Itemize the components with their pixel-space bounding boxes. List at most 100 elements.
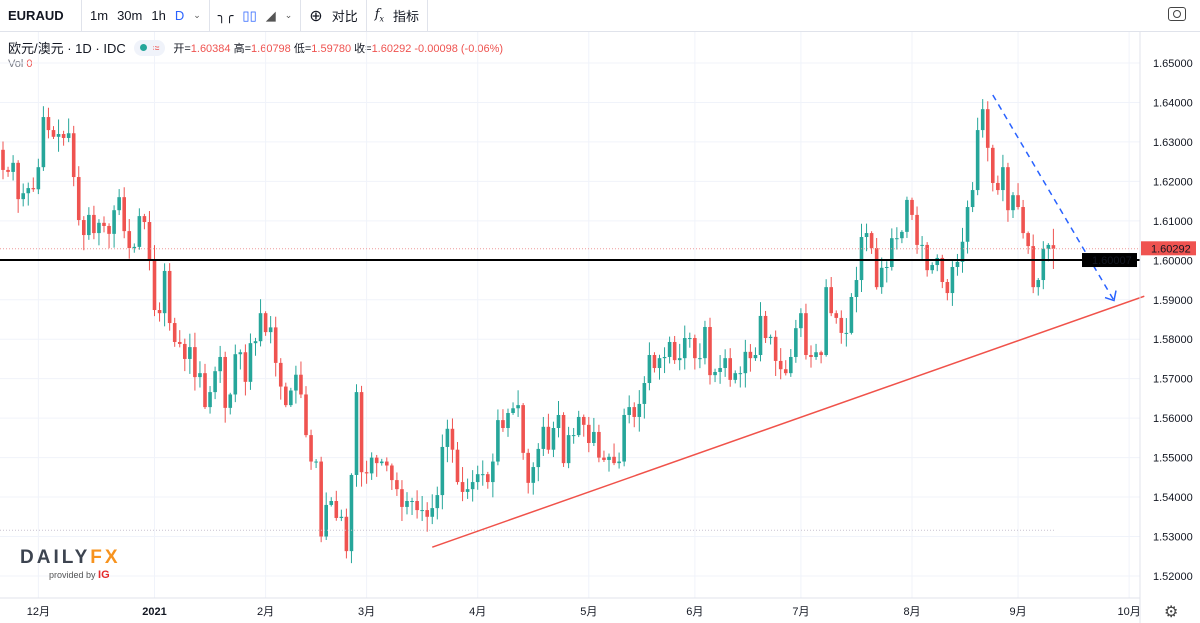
candle-body [460, 482, 465, 492]
candle-body [854, 280, 859, 297]
candle-body [753, 355, 758, 359]
candle-body [1051, 245, 1056, 249]
candle-chart-icon[interactable]: ▯▯ [242, 7, 257, 23]
candle-body [132, 246, 137, 249]
open-value: 1.60384 [190, 42, 231, 55]
candle-body [405, 501, 409, 507]
candle-body [71, 133, 76, 178]
market-open-dot-icon [139, 44, 147, 51]
compare-button[interactable]: ⊕ 对比 [301, 0, 367, 31]
candle-body [521, 405, 525, 453]
candle-body [309, 435, 313, 462]
horizontal-line-label: 1.60007 [1092, 255, 1132, 267]
candle-body [945, 282, 950, 294]
candle-body [602, 457, 606, 460]
candle-body [450, 428, 455, 450]
indicators-button[interactable]: fx 指标 [367, 0, 429, 31]
candle-body [703, 326, 707, 359]
candle-body [920, 244, 924, 246]
candle-body [66, 133, 71, 138]
candle-body [329, 501, 334, 505]
x-tick-label: 8月 [903, 606, 920, 618]
candle-body [1046, 244, 1051, 249]
open-label: 开= [173, 42, 191, 55]
candle-body [496, 420, 500, 462]
candle-body [763, 315, 768, 339]
candle-body [612, 456, 616, 464]
candle-body [137, 216, 142, 247]
candle-body [440, 446, 445, 496]
settings-gear-icon[interactable]: ⚙ [1164, 604, 1179, 621]
candle-body [339, 516, 344, 518]
candle-body [465, 489, 470, 492]
candle-body [592, 431, 596, 443]
series-title: 欧元/澳元 · 1D · IDC [8, 41, 126, 56]
candle-body [11, 162, 15, 172]
candle-body [869, 233, 874, 249]
last-price-label: 1.60292 [1151, 243, 1191, 255]
candle-body [799, 313, 803, 329]
candle-body [834, 313, 839, 318]
vol-label: Vol [8, 58, 24, 70]
candle-body [839, 317, 844, 333]
interval-1h[interactable]: 1h [151, 8, 166, 23]
chevron-down-icon[interactable]: ⌄ [193, 10, 201, 20]
interval-d[interactable]: D [174, 8, 185, 23]
area-chart-icon[interactable]: ◢ [265, 7, 276, 23]
x-tick-label: 12月 [27, 606, 50, 618]
candle-body [1036, 280, 1041, 288]
low-value: 1.59780 [311, 42, 352, 55]
candle-body [773, 336, 778, 361]
candle-body [915, 214, 919, 245]
symbol-search[interactable]: EURAUD [0, 0, 82, 31]
candle-body [107, 225, 111, 234]
candle-body [172, 323, 177, 342]
candle-body [713, 371, 717, 376]
candle-body [935, 257, 940, 266]
y-tick-label: 1.58000 [1153, 334, 1193, 346]
candle-body [859, 237, 864, 281]
candle-body [758, 315, 763, 356]
compare-label: 对比 [331, 9, 358, 24]
y-tick-label: 1.57000 [1153, 374, 1193, 386]
candle-body [607, 456, 611, 460]
candle-body [657, 358, 662, 369]
candle-body [152, 259, 157, 311]
candle-body [223, 356, 227, 408]
dailyfx-logo: DAILYFX provided by IG [20, 547, 121, 581]
candle-body [501, 420, 505, 429]
candle-body [157, 310, 162, 314]
interval-1m[interactable]: 1m [90, 8, 109, 23]
candle-body [688, 338, 692, 340]
candle-body [203, 373, 207, 408]
candle-body [248, 343, 253, 382]
candle-body [273, 327, 278, 363]
candle-body [455, 449, 460, 483]
camera-icon[interactable] [1168, 7, 1186, 21]
candle-body [632, 407, 637, 417]
candle-body [117, 197, 121, 211]
candle-body [46, 117, 51, 131]
candle-body [682, 338, 687, 359]
candle-body [1026, 233, 1030, 247]
x-tick-label: 10月 [1118, 606, 1141, 618]
y-tick-label: 1.64000 [1153, 97, 1193, 109]
candle-body [480, 474, 485, 476]
bar-chart-icon[interactable]: ╮╭ [217, 7, 234, 23]
candle-body [708, 326, 712, 376]
candle-body [344, 516, 349, 552]
candle-body [415, 501, 419, 511]
candle-body [364, 472, 369, 474]
candle-body [167, 270, 172, 324]
candle-body [879, 267, 884, 288]
interval-30m[interactable]: 30m [117, 8, 143, 23]
fx-icon: fx [374, 7, 385, 24]
high-label: 高= [233, 42, 252, 55]
status-badge[interactable]: ≈ [133, 39, 166, 56]
candle-body [41, 117, 46, 168]
candle-body [284, 386, 288, 406]
arrow-head-icon [1104, 290, 1117, 302]
candle-body [97, 222, 101, 234]
chevron-down-icon[interactable]: ⌄ [284, 10, 293, 20]
